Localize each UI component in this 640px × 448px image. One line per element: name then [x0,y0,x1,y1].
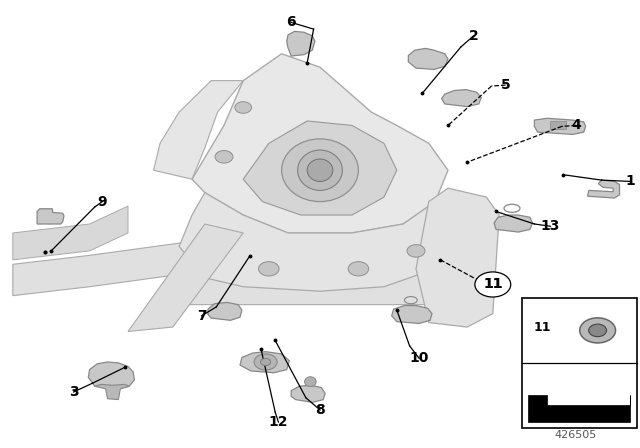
Text: 11: 11 [483,277,502,292]
Polygon shape [291,385,325,402]
Polygon shape [240,352,289,373]
Circle shape [260,358,271,366]
Circle shape [475,272,511,297]
Ellipse shape [307,159,333,181]
Polygon shape [13,215,416,296]
Polygon shape [154,81,243,179]
Text: 426505: 426505 [555,431,597,440]
Polygon shape [95,384,129,400]
Text: 3: 3 [68,385,79,399]
Polygon shape [13,206,128,260]
Ellipse shape [298,150,342,190]
Ellipse shape [305,377,316,387]
Text: 13: 13 [541,219,560,233]
Circle shape [215,151,233,163]
Text: 4: 4 [571,118,581,133]
Polygon shape [408,48,448,69]
Bar [522,298,637,428]
Bar [550,121,566,129]
Polygon shape [179,193,448,291]
Polygon shape [392,306,432,323]
Polygon shape [528,395,630,422]
Polygon shape [534,118,586,134]
Text: 7: 7 [196,309,207,323]
Polygon shape [588,180,620,198]
Text: 11: 11 [483,277,502,292]
Polygon shape [128,224,243,332]
Circle shape [407,245,425,257]
Polygon shape [442,90,481,107]
Polygon shape [88,362,134,389]
Text: 5: 5 [500,78,511,92]
Circle shape [235,102,252,113]
Circle shape [589,324,607,337]
Polygon shape [243,121,397,215]
Text: 6: 6 [286,15,296,30]
Circle shape [580,318,616,343]
Circle shape [259,262,279,276]
Circle shape [254,354,277,370]
Polygon shape [192,54,448,233]
Text: 8: 8 [315,403,325,417]
Text: 1: 1 [625,174,636,189]
Polygon shape [179,269,448,305]
Polygon shape [287,31,315,56]
Text: 10: 10 [410,351,429,366]
Polygon shape [37,209,64,224]
Text: 12: 12 [269,415,288,429]
Text: 11: 11 [533,321,550,334]
Polygon shape [416,188,499,327]
Text: 9: 9 [97,194,108,209]
Text: 2: 2 [468,29,479,43]
Circle shape [348,262,369,276]
Ellipse shape [282,139,358,202]
Polygon shape [208,302,242,320]
Polygon shape [494,215,532,232]
